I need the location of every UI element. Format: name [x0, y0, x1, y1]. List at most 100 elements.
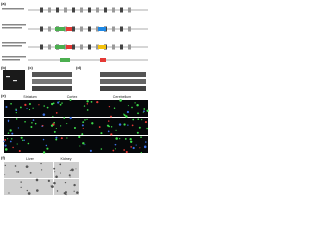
panel-label: (b) — [1, 65, 7, 70]
cell-signal — [137, 112, 139, 115]
cell-signal — [115, 129, 117, 131]
cell-signal — [110, 133, 113, 136]
cell-signal — [78, 135, 81, 139]
cell-signal — [126, 110, 130, 114]
micrograph — [4, 136, 56, 153]
micrograph — [108, 136, 148, 153]
cell-signal — [146, 109, 149, 112]
tissue-feature — [8, 192, 10, 194]
tissue-feature — [71, 168, 74, 172]
cell-signal — [89, 149, 92, 152]
column-label: Liver — [26, 157, 35, 161]
figure: (a) (b) (c) (d) (e) Striatum Cortex Cere… — [1, 1, 149, 196]
tissue-feature — [25, 165, 29, 169]
cell-signal — [136, 103, 139, 107]
column-label: Striatum — [23, 95, 36, 99]
cell-signal — [15, 118, 18, 120]
cell-signal — [46, 147, 49, 150]
cell-signal — [5, 105, 8, 109]
exon — [96, 44, 99, 50]
tissue-feature — [55, 175, 58, 179]
cell-signal — [146, 127, 148, 130]
cell-signal — [9, 129, 12, 132]
exon — [80, 26, 83, 32]
cell-signal — [132, 146, 135, 150]
micrograph — [4, 118, 56, 135]
histology-images — [4, 162, 79, 196]
exon — [48, 26, 51, 32]
tissue-feature — [35, 178, 39, 182]
cell-signal — [41, 125, 43, 128]
cell-signal — [82, 121, 85, 124]
cell-signal — [86, 100, 89, 103]
cell-signal — [130, 146, 133, 148]
cell-signal — [4, 138, 7, 141]
blot-image — [32, 72, 72, 77]
cell-signal — [84, 144, 86, 146]
cell-signal — [18, 149, 21, 153]
cell-signal — [141, 118, 143, 121]
cell-signal — [20, 136, 23, 139]
exon — [112, 44, 115, 50]
cell-signal — [137, 118, 140, 120]
cell-signal — [143, 145, 147, 149]
tissue-feature — [14, 165, 17, 167]
cell-signal — [22, 139, 24, 141]
cell-signal — [45, 144, 48, 147]
exon — [128, 26, 131, 32]
cell-signal — [140, 136, 142, 139]
cell-signal — [84, 119, 86, 121]
tissue-feature — [27, 166, 29, 167]
tissue-feature — [64, 182, 67, 184]
cell-signal — [98, 126, 101, 128]
exon — [104, 7, 107, 13]
exon — [96, 7, 99, 13]
cell-signal — [136, 131, 139, 134]
cell-signal — [43, 105, 45, 107]
exon — [128, 7, 131, 13]
exon — [80, 44, 83, 50]
cell-signal — [7, 120, 10, 123]
panel-label: (f) — [1, 155, 6, 160]
cell-signal — [23, 139, 25, 141]
cell-signal — [15, 109, 18, 112]
column-label: Cerebellum — [113, 95, 131, 99]
cell-signal — [34, 122, 37, 125]
cell-signal — [86, 118, 88, 121]
cell-signal — [55, 111, 58, 114]
panel-label: (e) — [1, 93, 7, 98]
tissue-feature — [35, 189, 39, 192]
exon — [72, 44, 75, 50]
cell-signal — [59, 103, 62, 106]
cell-signal — [32, 119, 35, 121]
construct-markers — [55, 27, 106, 62]
blot-image — [100, 72, 146, 77]
tissue-feature — [59, 172, 61, 174]
tissue-feature — [27, 192, 31, 195]
cell-signal — [24, 120, 26, 123]
cell-signal — [60, 137, 63, 140]
cell-signal — [11, 138, 13, 140]
cell-signal — [26, 108, 28, 110]
cell-signal — [114, 143, 117, 146]
cell-signal — [119, 138, 121, 140]
cell-signal — [53, 130, 56, 133]
cell-signal — [123, 123, 126, 126]
cell-signal — [66, 122, 68, 125]
panel-label: (a) — [1, 1, 7, 6]
cell-signal — [82, 127, 84, 130]
cell-signal — [110, 115, 112, 118]
cell-signal — [142, 111, 144, 113]
cell-signal — [7, 119, 10, 122]
tissue-feature — [69, 176, 71, 178]
cell-signal — [81, 133, 84, 136]
column-label: Cortex — [67, 95, 78, 99]
construct-diagrams — [28, 9, 148, 61]
tissue-feature — [56, 190, 59, 192]
cell-signal — [110, 126, 113, 128]
exon — [48, 7, 51, 13]
cell-signal — [30, 125, 33, 128]
cell-signal — [138, 126, 141, 129]
cell-signal — [46, 106, 49, 109]
cell-signal — [79, 145, 81, 147]
